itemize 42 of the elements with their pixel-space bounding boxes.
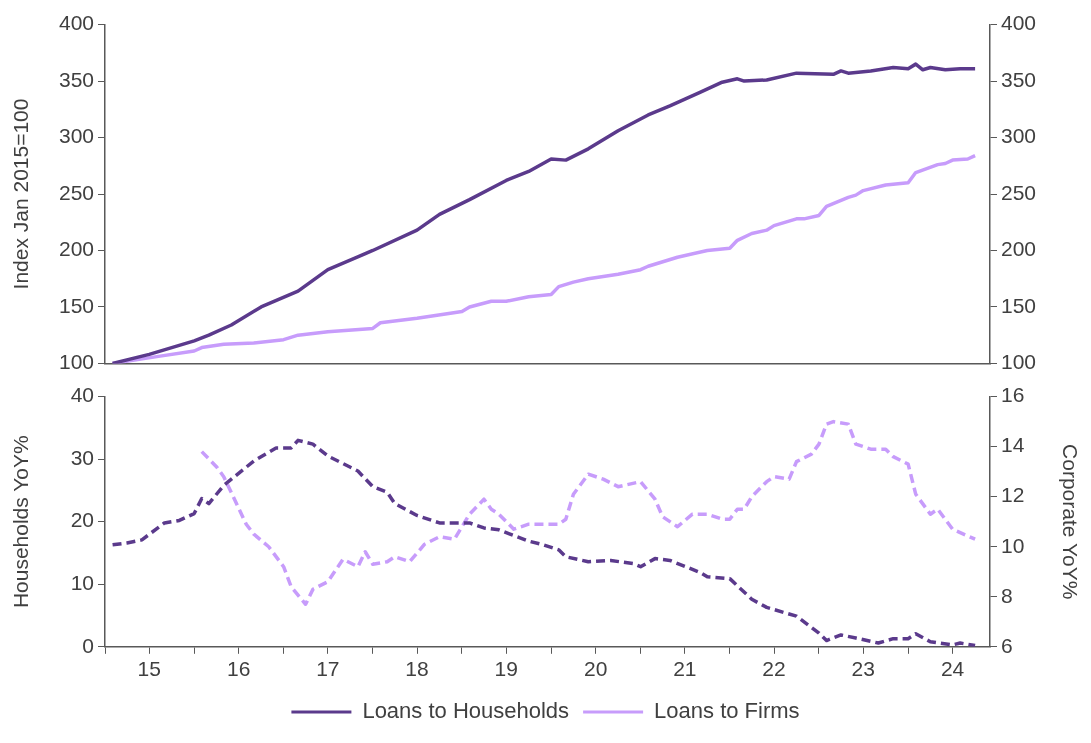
y-tick-label: 200 [58,237,94,261]
x-tick-label: 21 [673,657,697,681]
y2-tick-label: 400 [1001,11,1037,35]
line-series [110,438,977,647]
x-tick-label: 15 [137,657,161,681]
y2-tick-label: 350 [1001,67,1037,91]
x-tick-label: 17 [316,657,340,681]
legend-label: Loans to Firms [654,698,800,724]
line-series [200,419,977,607]
y-tick-label: 350 [58,67,94,91]
y2-tick-label: 300 [1001,124,1037,148]
y-axis-title: Index Jan 2015=100 [9,98,33,290]
y2-tick-label: 250 [1001,180,1037,204]
y-tick-label: 30 [70,445,94,469]
x-tick-label: 19 [494,657,518,681]
x-tick-label: 20 [583,657,608,681]
x-tick-label: 16 [226,657,251,681]
x-tick-label: 24 [940,657,965,681]
y-axis-title: Households YoY% [9,435,33,609]
y2-tick-label: 16 [1001,383,1025,407]
y2-tick-label: 14 [1001,433,1025,457]
y-tick-label: 300 [58,124,94,148]
y2-tick-label: 100 [1001,350,1037,374]
x-tick-label: 18 [405,657,429,681]
y-tick-label: 400 [58,11,94,35]
y-tick-label: 150 [58,293,94,317]
y2-tick-label: 150 [1001,293,1037,317]
y-tick-label: 0 [82,633,94,657]
y2-axis-title: Corporate YoY% [1058,444,1082,600]
y2-tick-label: 6 [1001,633,1013,657]
x-tick-label: 23 [851,657,875,681]
legend-label: Loans to Households [362,698,570,724]
y-tick-label: 10 [70,571,94,595]
x-tick-label: 22 [762,657,786,681]
y2-tick-label: 8 [1001,583,1013,607]
y-tick-label: 100 [58,350,94,374]
y-tick-label: 40 [70,383,94,407]
y2-tick-label: 10 [1001,533,1025,557]
y2-tick-label: 12 [1001,483,1025,507]
y-tick-label: 250 [58,180,94,204]
y2-tick-label: 200 [1001,237,1037,261]
y-tick-label: 20 [70,508,94,532]
